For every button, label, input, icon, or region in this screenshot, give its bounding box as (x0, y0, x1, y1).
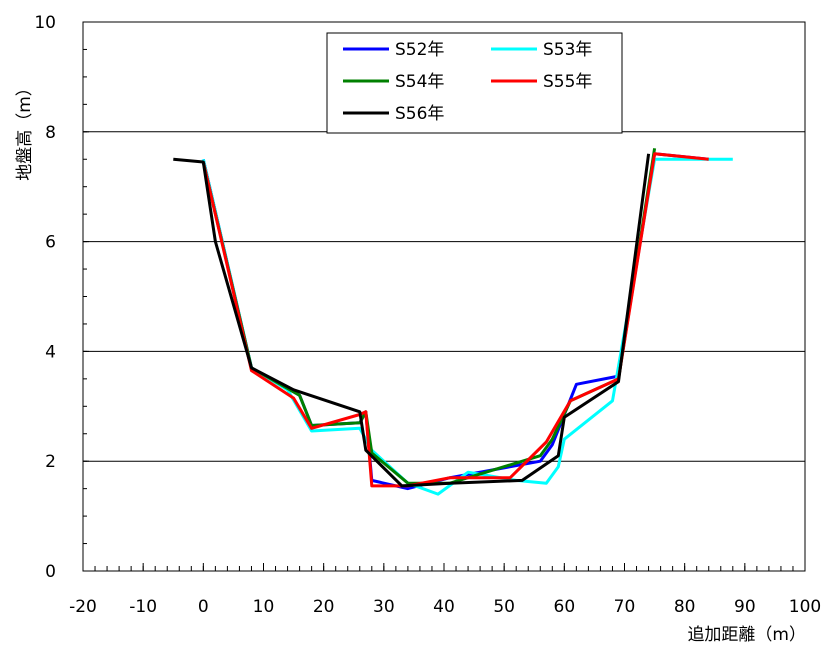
grid-lines (83, 131, 805, 462)
series-line-2 (201, 157, 733, 496)
legend-label: S54年 (395, 72, 444, 92)
series-line-1 (201, 152, 709, 491)
x-tick-label: 40 (433, 597, 455, 617)
x-tick-label: 90 (734, 597, 756, 617)
y-tick-label: 8 (45, 123, 56, 143)
series-line-5 (173, 153, 651, 488)
series-line-4 (201, 152, 709, 488)
x-tick-label: 30 (373, 597, 395, 617)
legend-label: S56年 (395, 104, 444, 124)
legend-label: S55年 (543, 72, 592, 92)
y-tick-label: 2 (45, 452, 56, 472)
legend: S52年 S53年 S54年 S55年 S56年 (326, 32, 623, 134)
x-axis-title: 追加距離（m） (687, 625, 806, 645)
y-tick-label: 4 (45, 342, 56, 362)
x-tick-label: 80 (674, 597, 696, 617)
x-tick-label: -10 (129, 597, 157, 617)
y-tick-label: 0 (45, 562, 56, 582)
series-lines (173, 148, 733, 496)
legend-label: S52年 (395, 40, 444, 60)
y-axis-title: 地盤高（m） (15, 79, 35, 181)
y-tick-label: 6 (45, 233, 56, 253)
x-tick-label: 0 (198, 597, 209, 617)
x-tick-labels: -20 -10 0 10 20 30 40 50 60 70 80 90 100 (69, 597, 821, 617)
y-tick-label: 10 (34, 13, 56, 33)
x-tick-label: 20 (313, 597, 335, 617)
axis-ticks (82, 21, 806, 572)
y-tick-labels: 0 2 4 6 8 10 (34, 13, 56, 582)
x-tick-label: -20 (69, 597, 97, 617)
legend-label: S53年 (543, 40, 592, 60)
x-tick-label: 100 (789, 597, 821, 617)
series-line-3 (201, 148, 657, 485)
x-tick-label: 60 (554, 597, 576, 617)
x-tick-label: 10 (253, 597, 275, 617)
x-tick-label: 50 (493, 597, 515, 617)
x-tick-label: 70 (614, 597, 636, 617)
